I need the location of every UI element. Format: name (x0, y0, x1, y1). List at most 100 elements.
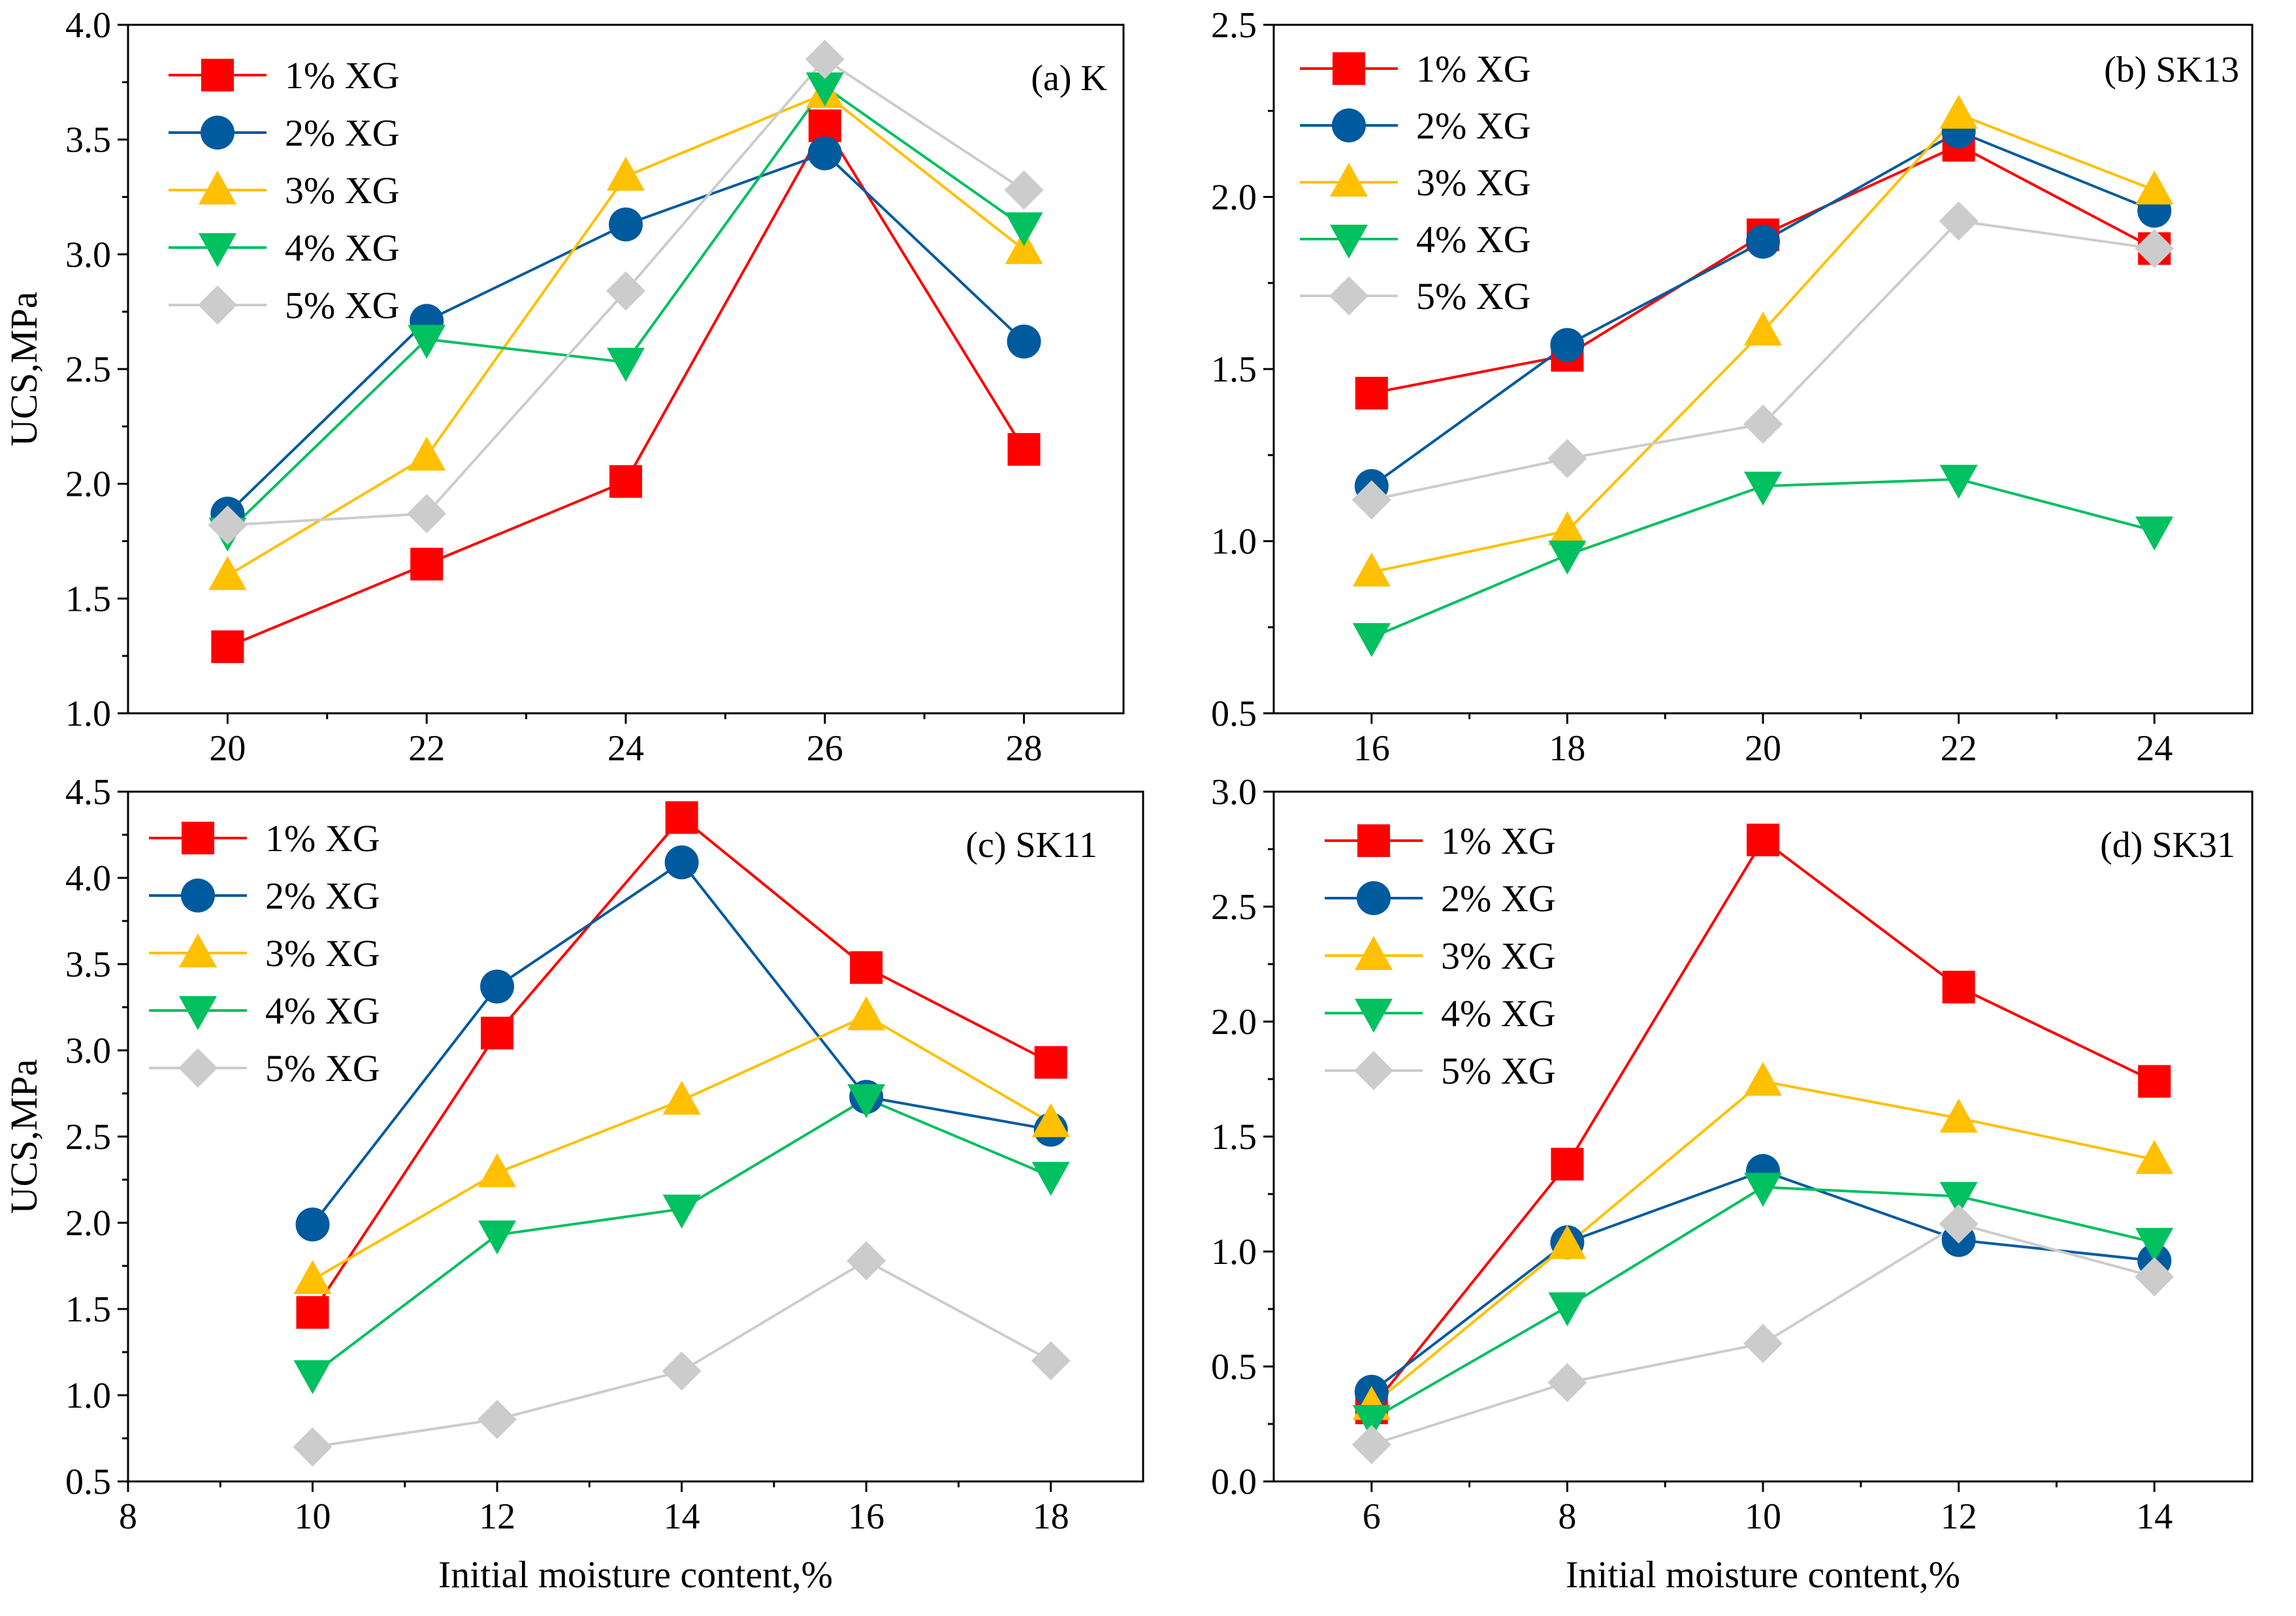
legend-item-5pct-xg: 5% XG (1300, 275, 1531, 317)
panel-2: 0.5 1.0 1.5 2.0 2.5 16 18 20 22 24 1% XG 2% XG 3% XG… (1211, 5, 2254, 769)
legend-label: 3% XG (1441, 935, 1556, 977)
y-tick-label: 3.5 (65, 120, 111, 161)
data-point-4pct-xg (607, 347, 645, 382)
data-point-3pct-xg (1005, 230, 1043, 265)
data-point-3pct-xg (2135, 1140, 2174, 1174)
data-point-3pct-xg (1031, 1103, 1070, 1137)
data-point-2pct-xg (480, 969, 515, 1004)
legend-item-2pct-xg: 2% XG (149, 875, 380, 917)
data-point-3pct-xg (607, 156, 645, 191)
data-point-4pct-xg (408, 325, 446, 359)
y-axis-title: UCS,MPa (3, 1059, 45, 1214)
legend-swatch-marker (182, 822, 214, 854)
data-point-3pct-xg (1939, 95, 1978, 129)
data-point-1pct-xg (1034, 1046, 1067, 1079)
x-tick-label: 18 (1549, 728, 1585, 769)
legend-swatch-marker (1355, 999, 1393, 1033)
panel-1: 1.0 1.5 2.0 2.5 3.0 3.5 4.0 20 22 24 26 28 UCS,MPa 1%… (3, 5, 1125, 769)
legend-item-3pct-xg: 3% XG (169, 169, 400, 212)
data-point-1pct-xg (850, 951, 883, 984)
x-tick-label: 20 (209, 728, 246, 769)
data-point-1pct-xg (481, 1016, 514, 1050)
y-tick-label: 2.0 (1211, 178, 1257, 218)
y-tick-label: 4.0 (65, 5, 111, 46)
series-line-1pct-xg (311, 815, 1052, 1314)
series-line-3pct-xg (312, 1014, 1052, 1281)
legend-swatch-marker (198, 285, 237, 325)
y-tick-label: 2.5 (65, 1117, 111, 1157)
legend-item-4pct-xg: 4% XG (1325, 992, 1556, 1035)
legend-item-4pct-xg: 4% XG (169, 227, 400, 269)
data-point-5pct-xg (2135, 1257, 2175, 1297)
legend-item-3pct-xg: 3% XG (1300, 161, 1531, 204)
data-point-2pct-xg (1746, 225, 1780, 259)
data-point-1pct-xg (1551, 1148, 1584, 1181)
y-tick-label: 2.5 (65, 349, 111, 390)
panel-label: (a) K (1031, 58, 1107, 99)
legend-label: 1% XG (285, 54, 400, 97)
y-tick-label: 0.5 (1211, 694, 1257, 734)
data-point-1pct-xg (1942, 971, 1975, 1004)
legend-item-4pct-xg: 4% XG (1300, 218, 1531, 261)
data-point-4pct-xg (1031, 1161, 1070, 1196)
y-tick-label: 1.0 (1211, 522, 1257, 562)
legend-label: 1% XG (1441, 820, 1556, 862)
panel-label: (d) SK31 (2100, 825, 2235, 865)
data-point-4pct-xg (1548, 540, 1587, 575)
x-tick-label: 16 (848, 1496, 884, 1537)
data-point-4pct-xg (1939, 464, 1978, 499)
legend-item-1pct-xg: 1% XG (169, 54, 400, 97)
legend-swatch-marker (181, 879, 215, 913)
data-point-5pct-xg (805, 39, 845, 79)
legend-label: 3% XG (285, 169, 400, 212)
legend-item-2pct-xg: 2% XG (169, 112, 400, 154)
data-point-3pct-xg (1548, 1225, 1587, 1259)
y-tick-label: 3.0 (1211, 772, 1257, 813)
legend-swatch-marker (1355, 936, 1393, 970)
x-tick-label: 14 (664, 1496, 700, 1537)
y-tick-label: 1.5 (1211, 1117, 1257, 1157)
data-point-1pct-xg (665, 801, 698, 834)
data-point-4pct-xg (293, 1360, 332, 1395)
data-point-1pct-xg (1747, 823, 1779, 856)
y-tick-label: 2.0 (65, 1203, 111, 1244)
y-tick-label: 1.0 (65, 694, 111, 734)
data-point-4pct-xg (2135, 516, 2174, 551)
data-point-5pct-xg (847, 1241, 886, 1281)
plot-frame (1272, 790, 2254, 1483)
data-point-3pct-xg (1548, 511, 1587, 545)
x-tick-label: 8 (1558, 1496, 1576, 1537)
x-tick-label: 8 (119, 1496, 137, 1537)
legend-item-4pct-xg: 4% XG (149, 990, 380, 1032)
data-point-2pct-xg (1550, 328, 1585, 363)
x-tick-label: 20 (1745, 728, 1781, 769)
legend-item-5pct-xg: 5% XG (1325, 1050, 1556, 1092)
y-tick-label: 1.0 (1211, 1232, 1257, 1272)
data-point-4pct-xg (2135, 1227, 2174, 1262)
legend-label: 2% XG (265, 875, 380, 917)
y-tick-label: 4.0 (65, 858, 111, 899)
series-line-1pct-xg (1370, 837, 2156, 1409)
y-tick-label: 2.0 (1211, 1002, 1257, 1042)
y-tick-label: 2.5 (1211, 887, 1257, 928)
series-line-2pct-xg (311, 860, 1052, 1225)
y-tick-label: 1.5 (65, 1289, 111, 1330)
legend-swatch-marker (201, 116, 234, 150)
panel-3: 0.5 1.0 1.5 2.0 2.5 3.0 3.5 4.0 4.5 8 10 12 14 16 18 UC… (3, 772, 1144, 1596)
data-point-5pct-xg (1004, 170, 1044, 210)
legend-label: 4% XG (1416, 218, 1531, 261)
data-point-5pct-xg (1939, 201, 1979, 241)
data-point-5pct-xg (1743, 1323, 1783, 1363)
x-tick-label: 6 (1363, 1496, 1381, 1537)
x-tick-label: 22 (1941, 728, 1977, 769)
data-point-3pct-xg (1352, 552, 1391, 587)
legend-swatch-marker (199, 170, 236, 204)
legend-label: 4% XG (265, 990, 380, 1032)
data-point-4pct-xg (1744, 472, 1782, 506)
panel-label: (b) SK13 (2104, 50, 2239, 90)
legend-swatch-marker (1354, 1051, 1393, 1090)
data-point-3pct-xg (847, 996, 886, 1031)
legend-item-3pct-xg: 3% XG (1325, 935, 1556, 977)
data-point-4pct-xg (1939, 1182, 1978, 1216)
legend-label: 4% XG (285, 227, 400, 269)
